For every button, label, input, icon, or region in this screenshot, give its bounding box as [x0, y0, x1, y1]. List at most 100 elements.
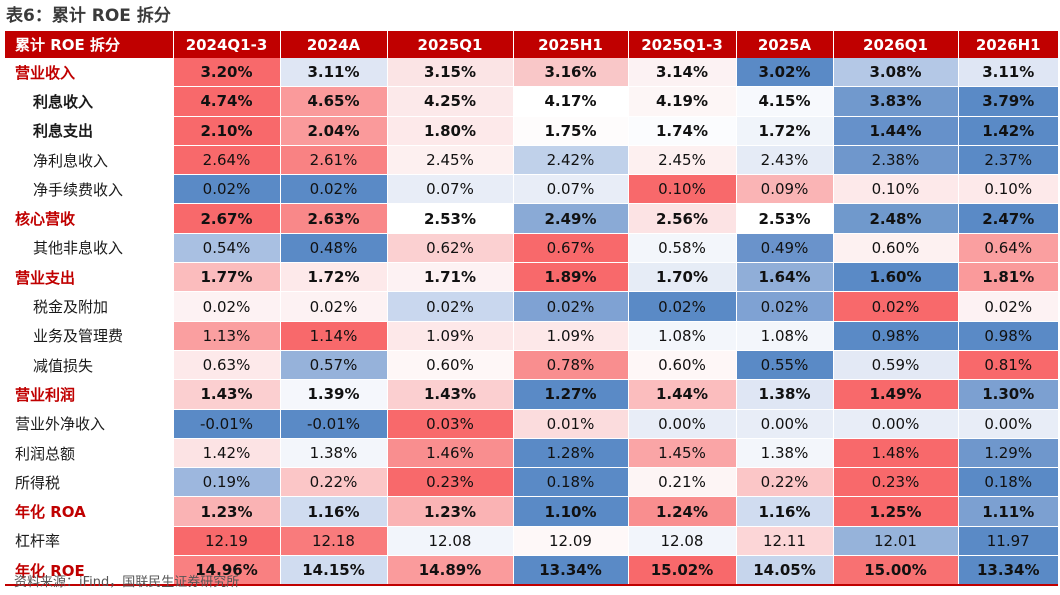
value-cell: 1.16%	[280, 496, 388, 527]
value-cell: 0.02%	[513, 291, 629, 322]
value-cell: 3.16%	[513, 58, 629, 88]
value-cell: 0.60%	[387, 350, 514, 381]
value-cell: 0.03%	[387, 409, 514, 439]
value-cell: 2.37%	[958, 145, 1058, 176]
value-cell: 15.02%	[628, 555, 737, 587]
table-row: 其他非息收入 0.54% 0.48% 0.62% 0.67% 0.58% 0.49% 0.60…	[5, 233, 1058, 264]
header-label-cell: 累计 ROE 拆分	[5, 31, 174, 58]
value-cell: 12.18	[280, 526, 388, 557]
value-cell: 3.83%	[833, 86, 959, 117]
value-cell: 0.00%	[628, 409, 737, 439]
value-cell: 0.60%	[833, 233, 959, 264]
value-cell: 0.98%	[958, 321, 1058, 351]
value-cell: 1.81%	[958, 262, 1058, 293]
value-cell: 0.09%	[736, 174, 834, 205]
value-cell: 0.02%	[280, 291, 388, 322]
value-cell: 0.62%	[387, 233, 514, 264]
value-cell: 0.59%	[833, 350, 959, 381]
value-cell: 0.49%	[736, 233, 834, 264]
row-label: 营业支出	[5, 262, 174, 293]
value-cell: 1.77%	[173, 262, 281, 293]
table-row: 所得税 0.19% 0.22% 0.23% 0.18% 0.21% 0.22% 0.23% 0.…	[5, 467, 1058, 498]
value-cell: 1.64%	[736, 262, 834, 293]
table-row: 利息收入 4.74% 4.65% 4.25% 4.17% 4.19% 4.15% 3.83% 3…	[5, 86, 1058, 117]
row-label: 利润总额	[5, 438, 174, 469]
value-cell: 0.64%	[958, 233, 1058, 264]
value-cell: 0.02%	[736, 291, 834, 322]
value-cell: 0.21%	[628, 467, 737, 498]
value-cell: 0.78%	[513, 350, 629, 381]
value-cell: 1.14%	[280, 321, 388, 351]
value-cell: 0.54%	[173, 233, 281, 264]
table-row: 年化 ROA 1.23% 1.16% 1.23% 1.10% 1.24% 1.16% 1.25…	[5, 496, 1058, 527]
value-cell: 2.49%	[513, 203, 629, 234]
table-row: 税金及附加 0.02% 0.02% 0.02% 0.02% 0.02% 0.02% 0.02%…	[5, 291, 1058, 322]
value-cell: 3.15%	[387, 58, 514, 88]
value-cell: 1.44%	[833, 116, 959, 146]
value-cell: 0.00%	[736, 409, 834, 439]
value-cell: 2.38%	[833, 145, 959, 176]
value-cell: 12.08	[628, 526, 737, 557]
value-cell: 1.43%	[387, 379, 514, 410]
value-cell: 12.09	[513, 526, 629, 557]
header-period-cell: 2025A	[736, 31, 834, 58]
value-cell: 1.24%	[628, 496, 737, 527]
header-period-cell: 2024Q1-3	[173, 31, 281, 58]
value-cell: 0.18%	[958, 467, 1058, 498]
table-row: 杠杆率 12.19 12.18 12.08 12.09 12.08 12.11 12.01 11…	[5, 526, 1058, 557]
value-cell: 0.02%	[958, 291, 1058, 322]
value-cell: 14.89%	[387, 555, 514, 587]
table-row: 营业外净收入 -0.01% -0.01% 0.03% 0.01% 0.00% 0.00% 0.…	[5, 409, 1058, 439]
value-cell: 2.64%	[173, 145, 281, 176]
row-label: 所得税	[5, 467, 174, 498]
value-cell: 11.97	[958, 526, 1058, 557]
value-cell: 0.02%	[833, 291, 959, 322]
value-cell: 0.23%	[387, 467, 514, 498]
value-cell: 2.67%	[173, 203, 281, 234]
table-row: 利息支出 2.10% 2.04% 1.80% 1.75% 1.74% 1.72% 1.44% 1…	[5, 116, 1058, 146]
table-row: 净手续费收入 0.02% 0.02% 0.07% 0.07% 0.10% 0.09% 0.10…	[5, 174, 1058, 205]
value-cell: 4.65%	[280, 86, 388, 117]
value-cell: 1.46%	[387, 438, 514, 469]
header-period-cell: 2024A	[280, 31, 388, 58]
roe-breakdown-table: 累计 ROE 拆分 2024Q1-3 2024A 2025Q1 2025H1 2025Q1…	[5, 31, 1058, 587]
value-cell: 3.08%	[833, 58, 959, 88]
value-cell: 0.00%	[958, 409, 1058, 439]
value-cell: 2.53%	[736, 203, 834, 234]
header-period-cell: 2025Q1	[387, 31, 514, 58]
value-cell: 0.02%	[628, 291, 737, 322]
header-period-cell: 2026H1	[958, 31, 1058, 58]
value-cell: 1.71%	[387, 262, 514, 293]
value-cell: 0.00%	[833, 409, 959, 439]
value-cell: 1.30%	[958, 379, 1058, 410]
table-row: 营业利润 1.43% 1.39% 1.43% 1.27% 1.44% 1.38% 1.49% 1…	[5, 379, 1058, 410]
value-cell: 1.45%	[628, 438, 737, 469]
value-cell: 1.23%	[173, 496, 281, 527]
value-cell: 13.34%	[958, 555, 1058, 587]
value-cell: 15.00%	[833, 555, 959, 587]
value-cell: 0.10%	[628, 174, 737, 205]
row-label: 业务及管理费	[5, 321, 174, 351]
value-cell: 2.43%	[736, 145, 834, 176]
row-label: 利息支出	[5, 116, 174, 146]
value-cell: 3.02%	[736, 58, 834, 88]
value-cell: 1.89%	[513, 262, 629, 293]
value-cell: 0.02%	[173, 174, 281, 205]
row-label: 年化 ROE	[5, 555, 174, 587]
value-cell: 1.48%	[833, 438, 959, 469]
value-cell: 0.98%	[833, 321, 959, 351]
value-cell: 1.23%	[387, 496, 514, 527]
value-cell: 14.96%	[173, 555, 281, 587]
value-cell: 13.34%	[513, 555, 629, 587]
value-cell: 1.72%	[280, 262, 388, 293]
value-cell: 1.25%	[833, 496, 959, 527]
value-cell: 0.63%	[173, 350, 281, 381]
value-cell: 0.18%	[513, 467, 629, 498]
value-cell: 1.42%	[958, 116, 1058, 146]
value-cell: 4.74%	[173, 86, 281, 117]
value-cell: 0.60%	[628, 350, 737, 381]
value-cell: 3.11%	[280, 58, 388, 88]
table-row: 利润总额 1.42% 1.38% 1.46% 1.28% 1.45% 1.38% 1.48% 1…	[5, 438, 1058, 469]
value-cell: 0.81%	[958, 350, 1058, 381]
row-label: 减值损失	[5, 350, 174, 381]
